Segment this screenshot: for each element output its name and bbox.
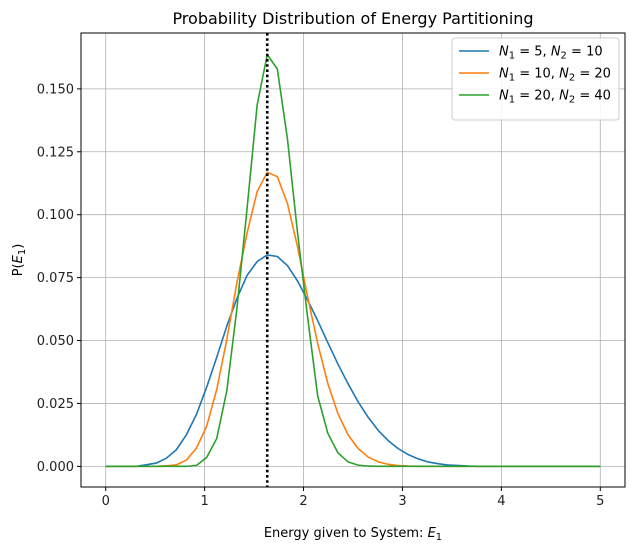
x-axis-label-sub: 1 bbox=[436, 532, 442, 543]
y-tick-label: 0.150 bbox=[37, 82, 74, 97]
y-tick-label: 0.050 bbox=[37, 334, 74, 349]
y-axis-label-open: P( bbox=[11, 263, 26, 276]
y-axis: 0.000 0.025 0.050 0.075 0.100 0.125 0.150 bbox=[37, 82, 81, 475]
legend-label-3: N1 = 20, N2 = 40 bbox=[499, 89, 611, 106]
plot-frame bbox=[80, 32, 626, 488]
x-tick-label: 5 bbox=[596, 494, 604, 509]
y-tick-label: 0.000 bbox=[37, 460, 74, 475]
legend: N1 = 5, N2 = 10 N1 = 10, N2 = 20 N1 = 20, … bbox=[451, 37, 620, 121]
y-axis-label-sub: 1 bbox=[17, 249, 28, 255]
x-axis: 0 1 2 3 4 5 bbox=[102, 487, 604, 509]
x-axis-label: Energy given to System: E1 bbox=[264, 526, 442, 543]
x-tick-label: 4 bbox=[497, 494, 505, 509]
x-tick-label: 2 bbox=[299, 494, 307, 509]
y-axis-label-symbol: E bbox=[11, 254, 26, 263]
x-tick-label: 1 bbox=[200, 494, 208, 509]
y-tick-label: 0.125 bbox=[37, 145, 74, 160]
y-tick-label: 0.025 bbox=[37, 397, 74, 412]
x-axis-label-text: Energy given to System: bbox=[264, 526, 428, 541]
y-tick-label: 0.100 bbox=[37, 208, 74, 223]
y-tick-label: 0.075 bbox=[37, 271, 74, 286]
y-axis-label: P(E1) bbox=[11, 244, 28, 277]
y-axis-label-close: ) bbox=[11, 244, 26, 249]
chart-title: Probability Distribution of Energy Parti… bbox=[172, 9, 533, 28]
grid bbox=[81, 33, 625, 487]
series-line-3 bbox=[105, 53, 601, 468]
x-axis-label-symbol: E bbox=[428, 526, 437, 541]
x-tick-label: 3 bbox=[398, 494, 406, 509]
legend-box bbox=[451, 37, 620, 121]
x-tick-label: 0 bbox=[102, 494, 110, 509]
legend-label-2: N1 = 10, N2 = 20 bbox=[499, 67, 611, 84]
series-lines bbox=[105, 53, 601, 468]
legend-label-1: N1 = 5, N2 = 10 bbox=[499, 45, 603, 62]
